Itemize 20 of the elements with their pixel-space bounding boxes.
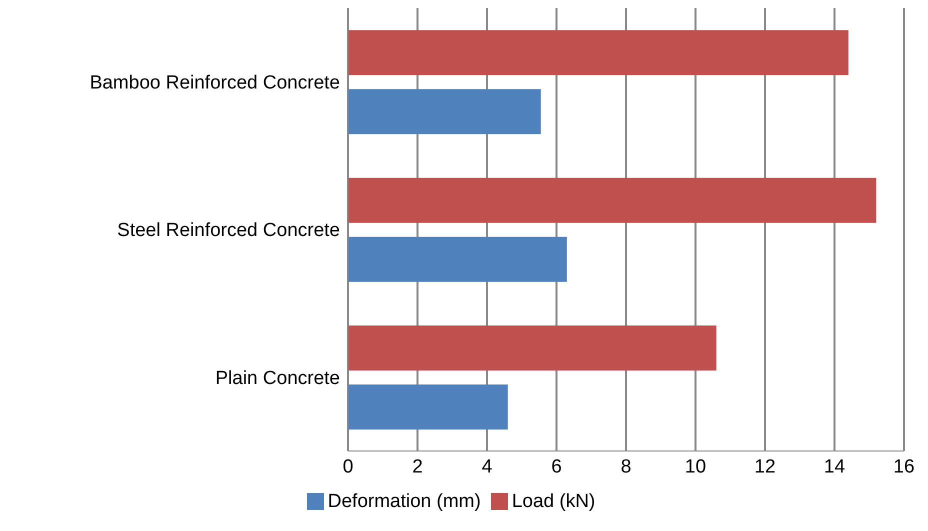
bar <box>348 236 567 282</box>
x-tick-label: 4 <box>482 456 493 478</box>
x-tick-label: 6 <box>551 456 562 478</box>
legend-label: Load (kN) <box>512 491 596 512</box>
bar <box>348 89 541 134</box>
bar <box>348 178 876 223</box>
bar <box>348 30 848 76</box>
x-tick-label: 14 <box>824 456 846 478</box>
bar <box>348 325 716 370</box>
y-tick-label: Bamboo Reinforced Concrete <box>90 72 340 94</box>
x-tick-label: 8 <box>620 456 632 478</box>
x-tick-label: 10 <box>684 456 706 478</box>
y-tick-label: Steel Reinforced Concrete <box>117 220 340 242</box>
y-tick-label: Plain Concrete <box>215 368 340 389</box>
x-tick-label: 12 <box>754 456 776 478</box>
x-tick-label: 16 <box>893 456 915 478</box>
bar <box>348 384 508 430</box>
legend-label: Deformation (mm) <box>328 491 481 512</box>
x-tick-label: 2 <box>412 456 423 478</box>
x-tick-label: 0 <box>342 456 354 478</box>
